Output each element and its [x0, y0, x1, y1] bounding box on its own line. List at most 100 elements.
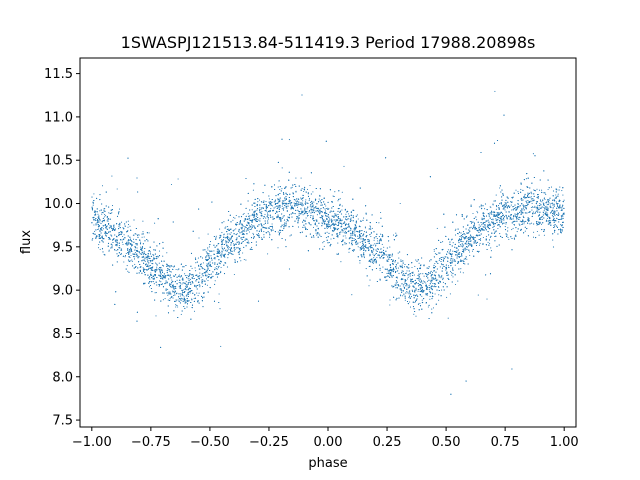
data-point [389, 246, 391, 248]
data-point [99, 210, 101, 212]
data-point [108, 212, 110, 214]
data-point [178, 282, 180, 284]
data-point [277, 247, 279, 249]
data-point [497, 227, 499, 230]
data-point [395, 232, 397, 234]
data-point [344, 231, 346, 233]
data-point [519, 220, 521, 222]
data-point [316, 214, 318, 216]
data-point [318, 210, 320, 212]
data-point [345, 243, 348, 245]
data-point [531, 193, 533, 195]
data-point [105, 215, 107, 217]
data-point [362, 238, 364, 241]
data-point [487, 219, 489, 221]
data-point [323, 245, 325, 247]
data-point [260, 237, 262, 239]
data-point [107, 233, 109, 235]
data-point [313, 201, 315, 203]
data-point [525, 200, 527, 202]
data-point [470, 204, 472, 206]
data-point [437, 279, 439, 281]
data-point [428, 284, 430, 286]
data-point [406, 278, 409, 280]
data-point [263, 234, 265, 236]
data-point [253, 213, 256, 215]
data-point [363, 240, 365, 242]
data-point [170, 183, 173, 186]
data-point [452, 242, 454, 244]
data-point [438, 259, 440, 261]
data-point [210, 277, 213, 279]
data-point [153, 257, 155, 259]
data-point [304, 202, 306, 204]
data-point [207, 280, 209, 282]
data-point [134, 252, 136, 254]
data-point [471, 250, 474, 252]
data-point [490, 250, 492, 252]
data-point [132, 234, 134, 236]
data-point [495, 194, 497, 196]
data-point [242, 213, 244, 215]
data-point [142, 243, 144, 245]
data-point [342, 240, 344, 242]
data-point [220, 254, 222, 256]
data-point [136, 247, 138, 249]
data-point [182, 266, 184, 268]
data-point [259, 207, 261, 209]
data-point [214, 267, 216, 269]
data-point [547, 188, 549, 191]
data-point [123, 234, 125, 236]
data-point [442, 265, 444, 267]
data-point [108, 250, 110, 252]
data-point [285, 221, 287, 223]
data-point [428, 267, 430, 270]
data-point [223, 236, 225, 238]
data-point [178, 286, 180, 288]
data-point [419, 281, 422, 283]
data-point [243, 228, 246, 230]
data-point [158, 285, 160, 287]
data-point [381, 243, 383, 245]
data-point [277, 205, 279, 207]
data-point [219, 308, 221, 310]
data-point [543, 207, 545, 209]
data-point [359, 249, 361, 251]
data-point [457, 280, 459, 282]
data-point [106, 220, 108, 222]
data-point [537, 215, 539, 217]
data-point [144, 259, 146, 261]
data-point [554, 226, 556, 228]
data-point [127, 270, 129, 272]
data-point [241, 225, 243, 227]
data-point [418, 279, 420, 281]
data-point [259, 218, 261, 220]
data-point [499, 187, 501, 189]
data-point [434, 253, 436, 255]
data-point [169, 275, 171, 277]
data-point [196, 292, 198, 294]
data-point [429, 295, 431, 298]
data-point [108, 223, 110, 226]
data-point [536, 230, 538, 233]
data-point [404, 272, 407, 274]
data-point [138, 234, 140, 236]
data-point [466, 243, 468, 245]
data-point [188, 278, 190, 280]
data-point [559, 206, 561, 208]
data-point [499, 203, 501, 205]
data-point [128, 242, 130, 244]
data-point [474, 228, 476, 230]
data-point [421, 295, 423, 297]
data-point [134, 256, 136, 258]
data-point [207, 263, 209, 265]
data-point [298, 212, 300, 214]
data-point [141, 246, 144, 248]
data-point [144, 260, 146, 263]
data-point [511, 218, 513, 221]
data-point [101, 185, 104, 187]
data-point [142, 231, 144, 233]
data-point [268, 236, 271, 238]
data-point [452, 260, 454, 262]
data-point [281, 205, 283, 207]
